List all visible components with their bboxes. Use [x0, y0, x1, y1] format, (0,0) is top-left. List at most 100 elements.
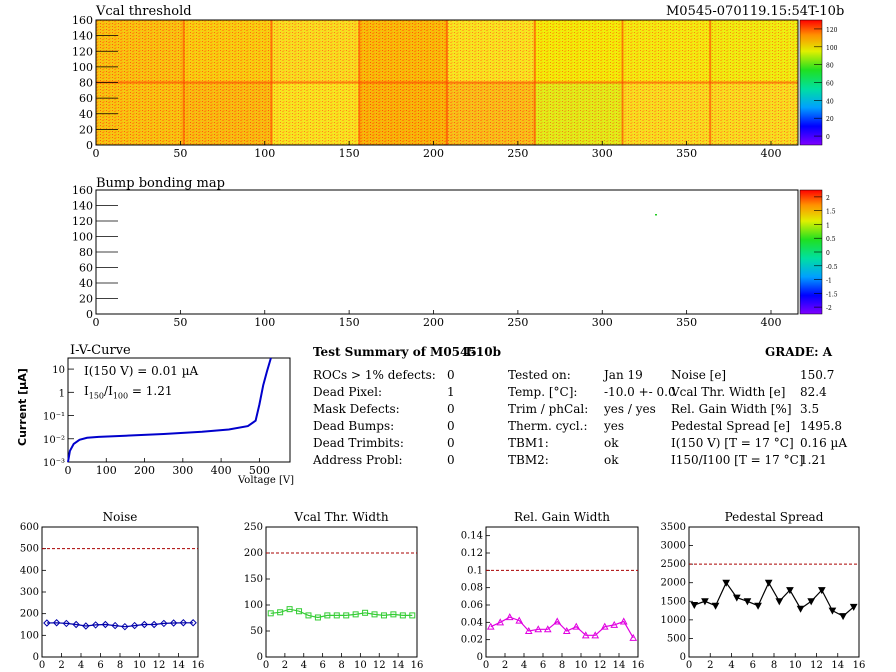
scale-tick-label: 120	[826, 27, 838, 34]
summary-key: Vcal Thr. Width [e]	[671, 385, 786, 399]
plot-frame	[67, 357, 291, 463]
data-point	[296, 608, 303, 615]
y-tick-label: 3500	[661, 522, 686, 533]
summary-value: -10.0 +- 0.0	[604, 385, 676, 399]
y-tick-label: 80	[79, 246, 93, 259]
scale-tick-label: -2	[826, 305, 832, 312]
data-point	[839, 613, 847, 621]
summary-key: Rel. Gain Width [%]	[671, 402, 792, 416]
x-tick-label: 14	[172, 660, 185, 671]
y-tick-label: 1000	[661, 615, 686, 626]
y-tick-label: 0.04	[461, 617, 483, 628]
x-tick-label: 150	[339, 147, 360, 160]
color-scale-ticks: 0 20 40 60 80 100 120	[814, 27, 838, 141]
data-point	[91, 621, 100, 629]
scale-tick-label: 2	[826, 195, 830, 202]
data-point	[352, 611, 359, 618]
iv-note-2-sub2: 100	[112, 391, 129, 401]
heatmap-axes: 0 50 100 150 200 250 300 350 4000204060801001201…	[72, 184, 782, 329]
data-point	[343, 612, 350, 619]
data-point	[524, 626, 533, 634]
data-point	[111, 621, 119, 630]
summary-key: ROCs > 1% defects:	[313, 368, 436, 382]
data-point	[179, 619, 188, 627]
summary-key: Mask Defects:	[313, 402, 400, 416]
x-tick-label: 200	[423, 147, 444, 160]
plot-frame	[41, 526, 199, 658]
summary-value: Jan 19	[604, 368, 643, 382]
data-point	[796, 605, 805, 613]
y-tick-label: 150	[244, 574, 263, 585]
y-tick-label: 0	[86, 308, 93, 321]
y-tick-label: 0	[86, 139, 93, 152]
data-point	[371, 611, 378, 618]
heatmap1-title: Vcal threshold	[96, 4, 192, 19]
x-tick-label: 14	[613, 660, 626, 671]
data-point	[189, 619, 197, 627]
x-tick-label: 4	[728, 660, 734, 671]
x-tick-label: 100	[254, 147, 275, 160]
x-tick-label: 400	[211, 464, 232, 477]
data-point	[807, 598, 816, 606]
plot-title: Noise	[103, 510, 138, 524]
roc-block	[710, 82, 798, 145]
x-tick-label: 12	[810, 660, 823, 671]
roc-block	[359, 20, 447, 83]
y-tick-label: 10⁻¹	[43, 412, 65, 423]
x-tick-label: 300	[592, 316, 613, 329]
roc-block	[271, 20, 360, 83]
x-tick-label: 16	[192, 660, 205, 671]
y-tick-label: 160	[72, 184, 93, 197]
x-tick-label: 6	[540, 660, 546, 671]
scale-tick-label: -0.5	[826, 264, 838, 271]
summary-key: Dead Pixel:	[313, 385, 383, 399]
data-point	[286, 606, 293, 613]
y-tick-label: 200	[20, 609, 39, 620]
y-tick-label: 0.14	[461, 531, 483, 542]
data-point	[581, 631, 590, 639]
x-tick-label: 8	[771, 660, 777, 671]
x-tick-label: 0	[263, 660, 269, 671]
y-tick-label: 0	[33, 652, 39, 663]
x-tick-label: 2	[282, 660, 288, 671]
roc-block	[534, 82, 623, 145]
iv-note-2-post: = 1.21	[128, 384, 173, 398]
y-tick-label: 100	[20, 630, 39, 641]
y-tick-label: 0.12	[461, 548, 483, 559]
x-tick-label: 0	[93, 316, 100, 329]
summary-value: 82.4	[800, 385, 827, 399]
roc-seam	[96, 81, 798, 84]
summary-key: Dead Trimbits:	[313, 436, 404, 450]
x-tick-label: 50	[173, 316, 187, 329]
y-tick-label: 2500	[661, 559, 686, 570]
data-point	[553, 617, 562, 625]
scale-tick-label: 1.5	[826, 209, 836, 216]
summary-key: Tested on:	[508, 368, 571, 382]
data-point	[629, 633, 638, 641]
summary-value: yes	[604, 419, 625, 433]
data-point	[619, 617, 628, 625]
summary-value: 3.5	[800, 402, 820, 416]
data-point	[52, 619, 61, 627]
plot-title: Rel. Gain Width	[514, 510, 610, 524]
summary-value: 0.16 µA	[800, 436, 847, 450]
summary-value: 150.7	[800, 368, 835, 382]
iv-curve-plot: 0 100 200 300 400 500 10⁻³ 10⁻² 10⁻¹ 1 10	[43, 357, 291, 477]
x-tick-label: 150	[339, 316, 360, 329]
x-tick-label: 0	[686, 660, 692, 671]
y-tick-label: 120	[72, 215, 93, 228]
iv-note-2-mid: /I	[104, 384, 113, 398]
iv-note-2-sub1: 150	[88, 391, 105, 401]
summary-key: TBM1:	[508, 436, 549, 450]
data-point	[305, 612, 312, 619]
x-tick-label: 14	[831, 660, 844, 671]
scale-tick-label: 60	[826, 81, 834, 88]
y-tick-label: 10⁻²	[43, 435, 65, 446]
gain-width-plot: Rel. Gain Width 0 2 4 6 8 10 12 14 16 0 0.02 0.04 0.0…	[461, 510, 645, 671]
data-point	[399, 612, 406, 619]
y-tick-label: 3000	[661, 541, 686, 552]
x-tick-label: 10	[789, 660, 802, 671]
summary-key: I150/I100 [T = 17 °C]	[671, 453, 804, 467]
data-point	[267, 610, 274, 617]
iv-xlabel: Voltage [V]	[238, 475, 295, 486]
